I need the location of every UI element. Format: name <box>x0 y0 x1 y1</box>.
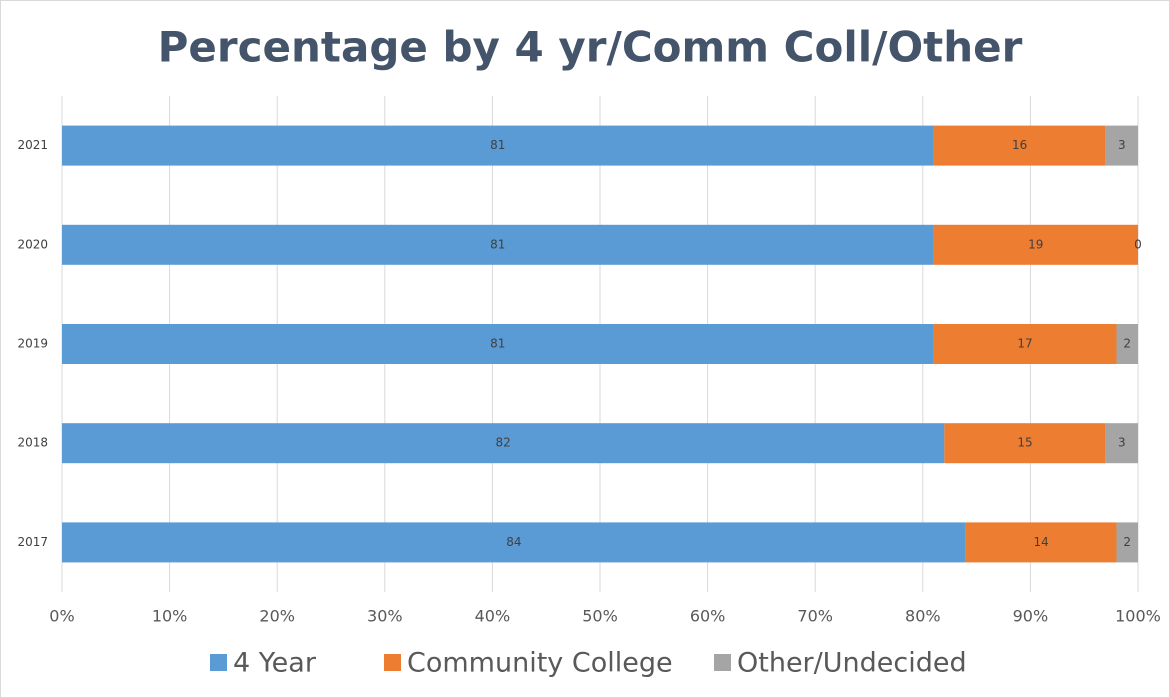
x-tick-label: 40% <box>475 607 511 626</box>
y-tick-label: 2019 <box>17 337 48 351</box>
bar-segment <box>62 125 934 166</box>
data-label: 84 <box>506 535 521 549</box>
x-tick-label: 30% <box>367 607 403 626</box>
bar-segment <box>62 324 934 364</box>
legend-label: 4 Year <box>233 648 317 679</box>
data-label: 17 <box>1017 337 1032 351</box>
x-tick-label: 90% <box>1013 607 1049 626</box>
legend-swatch <box>384 654 401 671</box>
data-label: 2 <box>1123 337 1131 351</box>
x-tick-label: 100% <box>1115 607 1161 626</box>
data-label: 14 <box>1034 535 1049 549</box>
x-tick-label: 80% <box>905 607 941 626</box>
chart-title: Percentage by 4 yr/Comm Coll/Other <box>158 23 1023 72</box>
y-tick-label: 2018 <box>17 436 48 450</box>
data-label: 15 <box>1017 436 1032 450</box>
y-tick-label: 2021 <box>17 138 48 152</box>
x-tick-label: 50% <box>582 607 618 626</box>
data-label: 81 <box>490 337 505 351</box>
data-label: 2 <box>1123 535 1131 549</box>
data-label: 16 <box>1012 138 1027 152</box>
data-label: 3 <box>1118 138 1126 152</box>
bar-segment <box>1116 522 1138 563</box>
bar-segment <box>933 324 1117 364</box>
bar-segment <box>965 522 1117 563</box>
bar-segment <box>1105 125 1138 166</box>
bar-segment <box>1105 423 1138 464</box>
bar-segment <box>933 224 1138 265</box>
x-tick-label: 0% <box>49 607 74 626</box>
bar-segment <box>62 522 966 563</box>
x-tick-label: 10% <box>152 607 188 626</box>
bar-segment <box>62 224 934 265</box>
legend-label: Other/Undecided <box>737 648 967 679</box>
bar-segment <box>933 125 1106 166</box>
bar-segment <box>62 423 945 464</box>
data-label: 82 <box>496 436 511 450</box>
data-label: 81 <box>490 237 505 251</box>
data-label: 81 <box>490 138 505 152</box>
y-tick-label: 2020 <box>17 237 48 251</box>
bar-segment <box>944 423 1106 464</box>
data-label: 3 <box>1118 436 1126 450</box>
bar-segment <box>1116 324 1138 364</box>
x-tick-label: 60% <box>690 607 726 626</box>
y-tick-label: 2017 <box>17 535 48 549</box>
x-tick-label: 70% <box>797 607 833 626</box>
legend-swatch <box>210 654 227 671</box>
data-label: 19 <box>1028 237 1043 251</box>
data-label: 0 <box>1134 237 1142 251</box>
legend-swatch <box>714 654 731 671</box>
legend-label: Community College <box>407 648 673 679</box>
x-tick-label: 20% <box>259 607 295 626</box>
